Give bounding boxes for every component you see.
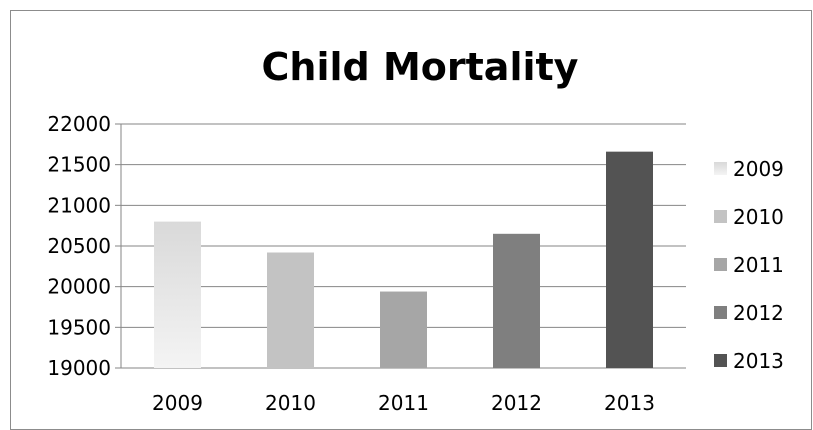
x-tick-label: 2011 bbox=[378, 391, 429, 415]
y-tick-label: 19500 bbox=[47, 315, 111, 339]
x-tick-label: 2009 bbox=[152, 391, 203, 415]
x-tick-label: 2013 bbox=[604, 391, 655, 415]
x-tick-label: 2012 bbox=[491, 391, 542, 415]
legend-swatch bbox=[714, 354, 727, 367]
y-axis-ticks: 19000 19500 20000 20500 21000 21500 22000 bbox=[47, 112, 111, 380]
y-tick-label: 19000 bbox=[47, 356, 111, 380]
bar bbox=[606, 151, 653, 368]
gridlines bbox=[121, 123, 686, 328]
legend-label: 2011 bbox=[733, 253, 784, 277]
legend-label: 2013 bbox=[733, 349, 784, 373]
bar bbox=[267, 252, 314, 368]
bar bbox=[380, 291, 427, 368]
y-tick-label: 21500 bbox=[47, 153, 111, 177]
x-axis-ticks: 2009 2010 2011 2012 2013 bbox=[152, 391, 655, 415]
legend-label: 2012 bbox=[733, 301, 784, 325]
legend: 2009 2010 2011 2012 2013 bbox=[714, 157, 784, 373]
legend-swatch bbox=[714, 162, 727, 175]
x-tick-label: 2010 bbox=[265, 391, 316, 415]
y-tick-label: 20500 bbox=[47, 234, 111, 258]
bars bbox=[154, 151, 653, 368]
legend-swatch bbox=[714, 210, 727, 223]
legend-label: 2009 bbox=[733, 157, 784, 181]
legend-label: 2010 bbox=[733, 205, 784, 229]
bar bbox=[154, 221, 201, 368]
legend-swatch bbox=[714, 258, 727, 271]
y-tick-label: 21000 bbox=[47, 193, 111, 217]
legend-swatch bbox=[714, 306, 727, 319]
y-tick-label: 22000 bbox=[47, 112, 111, 136]
chart-title: Child Mortality bbox=[262, 45, 579, 89]
y-tick-label: 20000 bbox=[47, 275, 111, 299]
bar bbox=[493, 233, 540, 368]
